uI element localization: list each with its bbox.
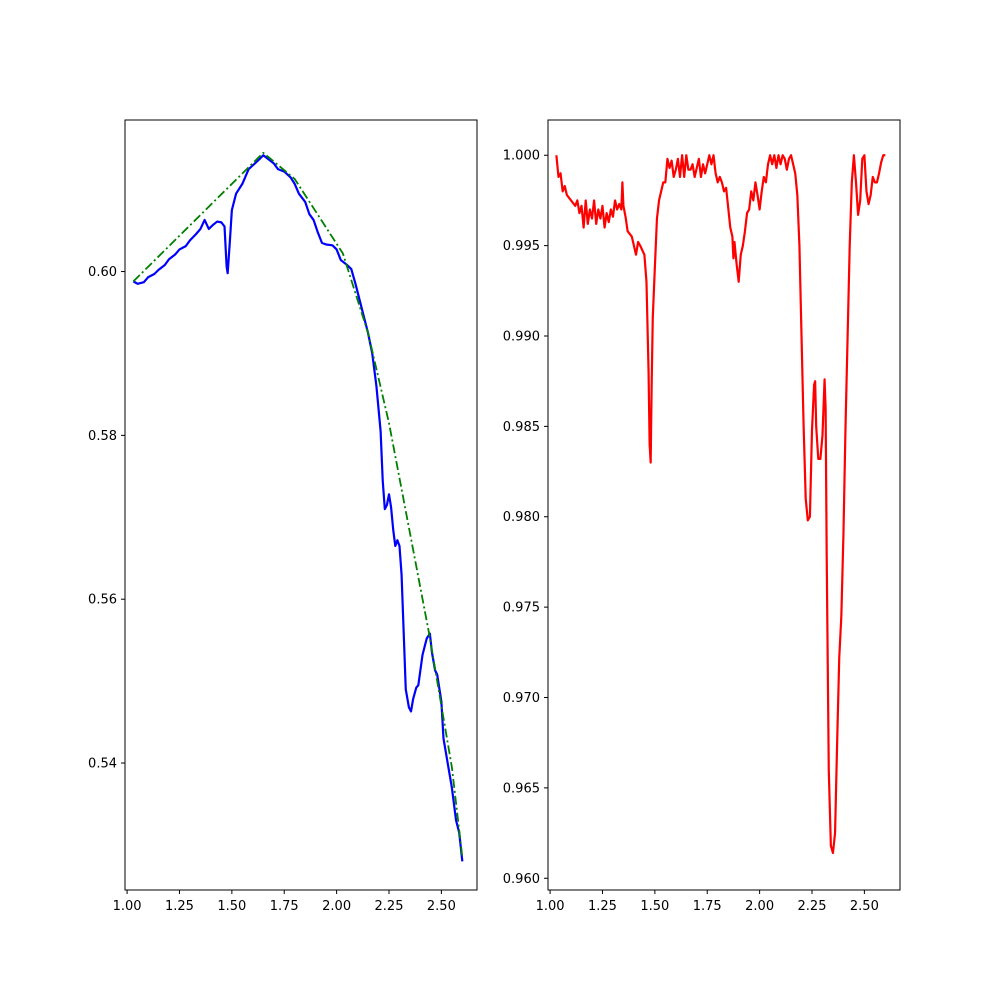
x-tick-label: 2.25 [798,899,827,914]
right-ticks: 1.00 1.25 1.50 1.75 2.00 2.25 2.50 0.960 0.965 0.… [503,149,879,914]
right-panel: 1.00 1.25 1.50 1.75 2.00 2.25 2.50 0.960 0.965 0.… [503,119,901,914]
y-tick-label: 0.965 [503,781,540,796]
y-tick-label: 0.60 [88,265,117,280]
x-tick-label: 1.75 [693,899,722,914]
x-tick-label: 2.25 [375,899,404,914]
x-tick-label: 1.50 [217,899,246,914]
x-tick-label: 1.00 [113,899,142,914]
right-axes-frame [547,119,901,891]
left-ticks: 1.00 1.25 1.50 1.75 2.00 2.25 2.50 0.54 0.56 0.58… [88,265,456,914]
y-tick-label: 0.56 [88,593,117,608]
x-tick-label: 2.50 [850,899,879,914]
series-line-1 [132,151,464,858]
y-tick-label: 0.54 [88,757,117,772]
y-tick-label: 0.58 [88,429,117,444]
right-plot-area [555,154,886,855]
y-tick-label: 0.995 [503,239,540,254]
y-tick-label: 0.970 [503,691,540,706]
y-tick-label: 0.975 [503,601,540,616]
x-tick-label: 1.00 [536,899,565,914]
left-plot-area [132,151,464,862]
series-line-0 [555,154,886,855]
x-tick-label: 2.50 [427,899,456,914]
x-tick-label: 1.25 [588,899,617,914]
y-tick-label: 1.000 [503,149,540,164]
x-tick-label: 1.25 [165,899,194,914]
y-tick-label: 0.980 [503,510,540,525]
y-tick-label: 0.990 [503,329,540,344]
y-tick-label: 0.985 [503,420,540,435]
x-tick-label: 1.50 [640,899,669,914]
y-tick-label: 0.960 [503,872,540,887]
x-tick-label: 2.00 [322,899,351,914]
x-tick-label: 1.75 [270,899,299,914]
left-axes-frame [124,119,478,891]
series-line-0 [132,154,464,862]
x-tick-label: 2.00 [745,899,774,914]
left-panel: 1.00 1.25 1.50 1.75 2.00 2.25 2.50 0.54 0.56 0.58… [88,119,478,914]
